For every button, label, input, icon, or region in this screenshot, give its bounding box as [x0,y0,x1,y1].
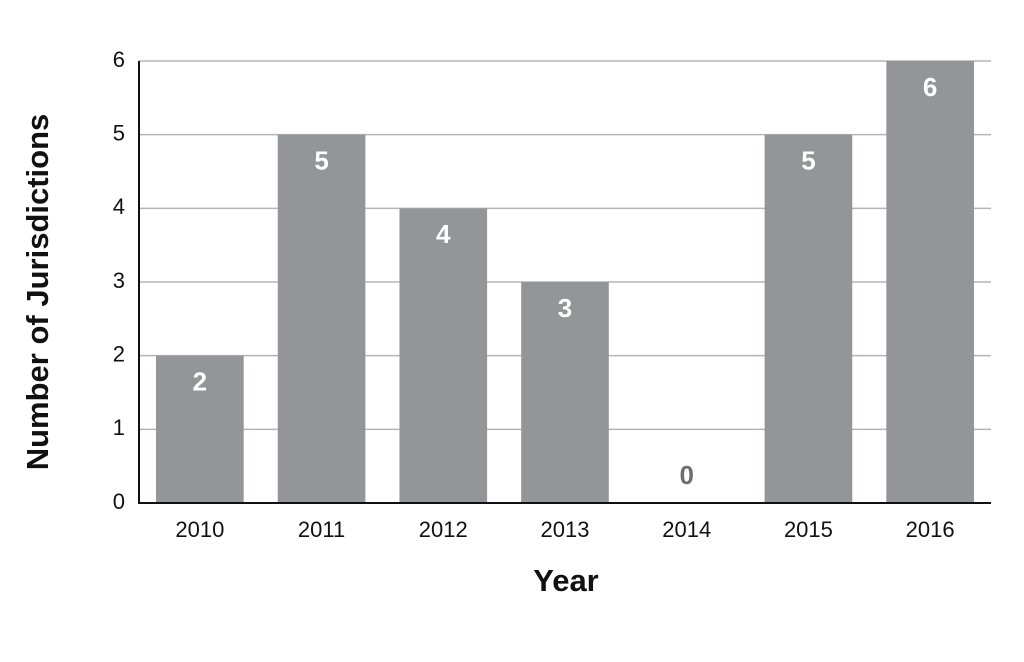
y-tick-label: 0 [113,489,125,514]
data-label: 4 [436,219,451,249]
bar [521,282,609,503]
bar [764,134,853,503]
y-tick-label: 6 [113,47,125,72]
x-tick-label: 2013 [541,517,590,542]
y-tick-label: 2 [113,341,125,366]
bar [277,134,366,503]
x-tick-label: 2014 [662,517,711,542]
bar [886,61,974,503]
x-tick-label: 2015 [784,517,833,542]
data-label: 2 [193,367,207,397]
bar [156,355,244,503]
x-tick-label: 2012 [419,517,468,542]
y-tick-label: 4 [113,194,125,219]
x-tick-label: 2011 [298,517,345,542]
x-tick-label: 2010 [175,517,224,542]
y-tick-label: 3 [113,268,125,293]
x-tick-label: 2016 [906,517,955,542]
data-label: 3 [558,293,572,323]
x-axis-title: Year [533,563,599,598]
y-axis-title: Number of Jurisdictions [20,114,55,471]
data-label: 5 [801,146,815,176]
bar [399,208,488,504]
data-label: 5 [314,146,328,176]
y-tick-label: 1 [113,415,125,440]
data-label: 0 [679,460,693,490]
y-tick-label: 5 [113,120,125,145]
data-label: 6 [923,72,937,102]
